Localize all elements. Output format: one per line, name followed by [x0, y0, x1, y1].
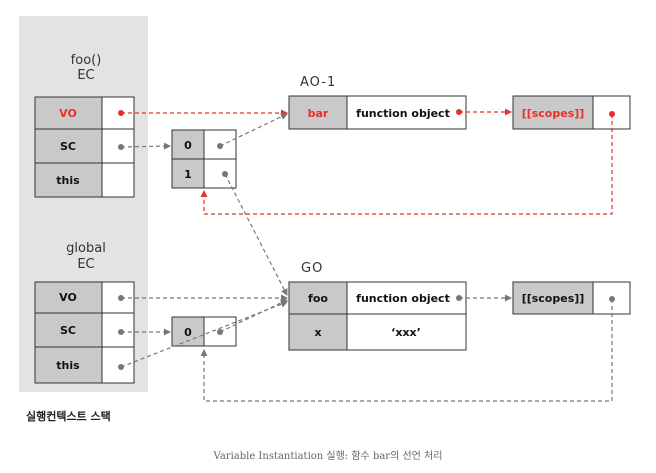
foo-ec-title-line1: foo() [71, 53, 102, 68]
arrow-global-this-to-go [120, 300, 288, 368]
arrow-foo-sc-0-to-ao1 [219, 113, 288, 147]
go-x-key-cell [288, 313, 348, 351]
go-title: GO [301, 261, 323, 276]
arrow-foo-sc-1-to-go [224, 173, 288, 296]
global-ec-vo-label: VO [59, 291, 77, 304]
foo-ec-vo-label: VO [59, 107, 77, 120]
global-ec-sc-label: SC [60, 324, 76, 337]
ao1-scopes-label-cell [512, 95, 594, 130]
ao1-scopes-label: [[scopes]] [522, 107, 585, 120]
foo-ec-this-value-cell [101, 162, 135, 198]
global-ec-this-label: this [56, 359, 80, 372]
go-table: foo function object x ‘xxx’ [288, 281, 467, 351]
execution-context-stack-label: 실행컨텍스트 스택 [26, 409, 111, 423]
figure-caption: Variable Instantiation 실행: 함수 bar의 선언 처리 [213, 451, 443, 462]
ao1-value-function-object: function object [356, 107, 450, 120]
arrow-ao1-scopes-to-foo-sc [200, 114, 613, 215]
foo-ec-sc-value-cell [101, 128, 135, 164]
go-scopes-label-cell [512, 281, 594, 315]
foo-sc-index-1: 1 [184, 168, 192, 181]
global-scope-chain-box: 0 [171, 316, 237, 347]
go-foo-key-cell [288, 281, 348, 315]
foo-ec-table: VO SC this [34, 96, 135, 198]
arrow-foo-sc-to-scope-chain [120, 142, 171, 150]
global-ec-vo-label-cell [34, 281, 103, 314]
foo-ec-title-line2: EC [77, 68, 94, 83]
foo-ec-sc-label: SC [60, 140, 76, 153]
go-scopes-label: [[scopes]] [522, 292, 585, 305]
foo-sc-index-0: 0 [184, 139, 192, 152]
ao1-scopes-box: [[scopes]] [512, 95, 631, 130]
foo-sc-pointer-1-cell [203, 158, 237, 189]
foo-sc-index-0-cell [171, 129, 205, 160]
go-x-key: x [314, 326, 321, 339]
go-foo-value: function object [356, 292, 450, 305]
global-sc-index-0: 0 [184, 326, 192, 339]
ao1-key-bar: bar [308, 107, 329, 120]
ao1-table: bar function object [288, 95, 467, 130]
ao1-value-cell [346, 95, 467, 130]
go-x-value: ‘xxx’ [391, 326, 421, 339]
global-ec-this-label-cell [34, 346, 103, 384]
arrow-go-scopes-to-global-sc [200, 299, 613, 402]
foo-ec-sc-label-cell [34, 128, 103, 164]
global-ec-sc-value-cell [101, 312, 135, 348]
go-x-value-cell [346, 313, 467, 351]
foo-ec-vo-label-cell [34, 96, 103, 130]
arrow-global-sc-0-to-go [219, 299, 288, 333]
ao1-key-cell [288, 95, 348, 130]
go-foo-key: foo [308, 292, 328, 305]
global-ec-title-line1: global [66, 241, 106, 256]
foo-ec-this-label: this [56, 174, 80, 187]
foo-ec-this-label-cell [34, 162, 103, 198]
global-ec-title-line2: EC [77, 257, 94, 272]
global-ec-this-value-cell [101, 346, 135, 384]
ao1-title: AO-1 [300, 75, 336, 90]
foo-scope-chain-box: 0 1 [171, 129, 237, 189]
